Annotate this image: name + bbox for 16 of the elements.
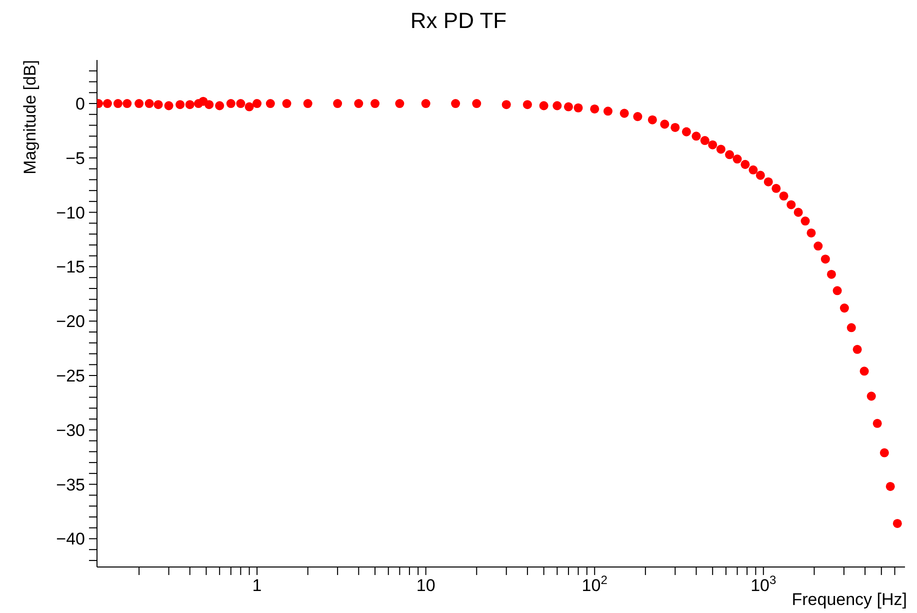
x-tick-label: 10$^{3}$ — [750, 573, 777, 595]
y-tick-label: −30 — [56, 420, 85, 440]
y-tick-label: −25 — [56, 366, 85, 386]
x-tick-label: 10 — [416, 576, 436, 595]
chart-title: Rx PD TF — [409, 8, 508, 34]
y-tick-label: −5 — [66, 148, 85, 168]
x-axis-title: Frequency [Hz] — [792, 590, 907, 610]
y-tick-label: −15 — [56, 257, 85, 276]
y-tick-label: −35 — [56, 474, 85, 494]
y-axis-title: Magnitude [dB] — [19, 60, 40, 174]
x-tick-label: 1 — [252, 576, 262, 595]
y-tick-label: 0 — [76, 94, 85, 114]
y-tick-label: −20 — [56, 312, 85, 331]
x-tick-label: 10$^{2}$ — [582, 573, 608, 595]
y-tick-label: −40 — [56, 529, 85, 548]
y-tick-label: −10 — [56, 202, 85, 222]
